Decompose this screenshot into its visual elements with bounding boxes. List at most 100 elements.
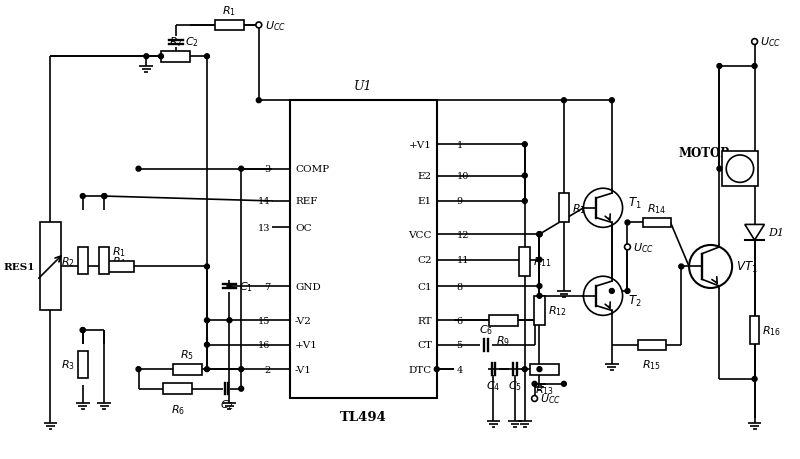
Text: 8: 8 xyxy=(456,282,462,291)
Text: 4: 4 xyxy=(456,365,462,374)
Text: $R_1$: $R_1$ xyxy=(222,4,237,17)
Text: 3: 3 xyxy=(264,165,270,174)
Circle shape xyxy=(752,39,758,45)
Circle shape xyxy=(726,156,754,183)
Circle shape xyxy=(136,167,141,172)
Text: $R_{16}$: $R_{16}$ xyxy=(762,324,782,337)
Text: $C_1$: $C_1$ xyxy=(239,280,254,293)
Circle shape xyxy=(537,294,542,299)
Circle shape xyxy=(205,55,210,60)
Text: $R_{10}$: $R_{10}$ xyxy=(572,202,591,215)
Text: $C_5$: $C_5$ xyxy=(508,378,522,392)
Bar xyxy=(750,317,759,344)
Circle shape xyxy=(625,220,630,225)
Circle shape xyxy=(610,99,614,103)
Text: RT: RT xyxy=(418,316,432,325)
Polygon shape xyxy=(745,225,764,241)
Circle shape xyxy=(537,367,542,372)
Text: $VT_1$: $VT_1$ xyxy=(736,259,758,274)
Circle shape xyxy=(434,367,439,372)
Circle shape xyxy=(689,246,732,288)
Text: $T_1$: $T_1$ xyxy=(629,196,642,211)
Text: 15: 15 xyxy=(258,316,270,325)
Text: $R_4$: $R_4$ xyxy=(112,254,126,268)
Circle shape xyxy=(205,367,210,372)
Circle shape xyxy=(144,55,149,60)
Circle shape xyxy=(583,189,622,228)
Text: $T_2$: $T_2$ xyxy=(629,293,642,308)
Circle shape xyxy=(522,142,527,147)
Text: REF: REF xyxy=(295,197,318,206)
Text: $R_6$: $R_6$ xyxy=(170,402,185,416)
Bar xyxy=(214,21,244,31)
Text: +V1: +V1 xyxy=(295,341,318,349)
Text: E1: E1 xyxy=(418,197,432,206)
Bar xyxy=(104,262,134,272)
Circle shape xyxy=(537,257,542,263)
Text: C1: C1 xyxy=(418,282,432,291)
Text: VCC: VCC xyxy=(408,230,432,239)
Bar xyxy=(163,384,192,394)
Text: -V2: -V2 xyxy=(295,316,312,325)
Circle shape xyxy=(102,194,106,199)
Bar xyxy=(558,194,570,223)
Circle shape xyxy=(238,167,244,172)
Circle shape xyxy=(522,174,527,179)
Circle shape xyxy=(537,284,542,289)
Text: 14: 14 xyxy=(258,197,270,206)
Circle shape xyxy=(80,194,86,199)
Circle shape xyxy=(610,289,614,294)
Text: $R_2$: $R_2$ xyxy=(61,254,75,268)
Bar xyxy=(638,340,666,350)
Bar xyxy=(643,218,670,228)
Text: $R_1$: $R_1$ xyxy=(112,245,126,258)
Circle shape xyxy=(625,245,630,250)
Text: C2: C2 xyxy=(418,256,432,264)
Circle shape xyxy=(227,284,232,289)
Text: $R_3$: $R_3$ xyxy=(61,358,75,371)
Text: $R_{14}$: $R_{14}$ xyxy=(647,202,666,215)
Circle shape xyxy=(752,377,757,381)
Text: 7: 7 xyxy=(264,282,270,291)
Bar xyxy=(161,52,190,62)
Bar xyxy=(78,247,88,274)
Text: MOTOR: MOTOR xyxy=(678,146,730,159)
Text: 1: 1 xyxy=(456,140,462,149)
Circle shape xyxy=(205,264,210,269)
Text: $C_2$: $C_2$ xyxy=(219,397,234,411)
Text: $R_7$: $R_7$ xyxy=(169,35,182,49)
Circle shape xyxy=(227,318,232,323)
Text: $R_{12}$: $R_{12}$ xyxy=(548,304,566,318)
Text: $C_6$: $C_6$ xyxy=(478,322,493,336)
Text: CT: CT xyxy=(417,341,432,349)
Circle shape xyxy=(537,232,542,237)
Circle shape xyxy=(205,318,210,323)
Text: 10: 10 xyxy=(456,172,469,181)
Bar xyxy=(173,364,202,375)
Bar xyxy=(519,247,530,277)
Circle shape xyxy=(102,194,106,199)
Text: 16: 16 xyxy=(258,341,270,349)
Text: D1: D1 xyxy=(768,228,784,238)
Text: $U_{CC}$: $U_{CC}$ xyxy=(761,35,782,49)
Text: RES1: RES1 xyxy=(3,263,35,271)
Circle shape xyxy=(522,367,527,372)
Text: TL494: TL494 xyxy=(340,410,387,423)
Bar xyxy=(290,101,437,398)
Circle shape xyxy=(537,232,542,237)
Text: $C_4$: $C_4$ xyxy=(486,378,501,392)
Text: E2: E2 xyxy=(418,172,432,181)
Text: $R_{15}$: $R_{15}$ xyxy=(642,358,662,371)
Text: 13: 13 xyxy=(258,224,270,232)
Text: $U_{CC}$: $U_{CC}$ xyxy=(634,241,654,254)
Circle shape xyxy=(679,264,684,269)
Circle shape xyxy=(532,396,538,402)
Text: OC: OC xyxy=(295,224,311,232)
Circle shape xyxy=(583,277,622,316)
Bar xyxy=(99,247,109,274)
Text: $C_2$: $C_2$ xyxy=(186,35,199,49)
Text: 11: 11 xyxy=(456,256,469,264)
Circle shape xyxy=(80,328,86,333)
Text: GND: GND xyxy=(295,282,321,291)
Text: $U_{CC}$: $U_{CC}$ xyxy=(265,19,286,33)
